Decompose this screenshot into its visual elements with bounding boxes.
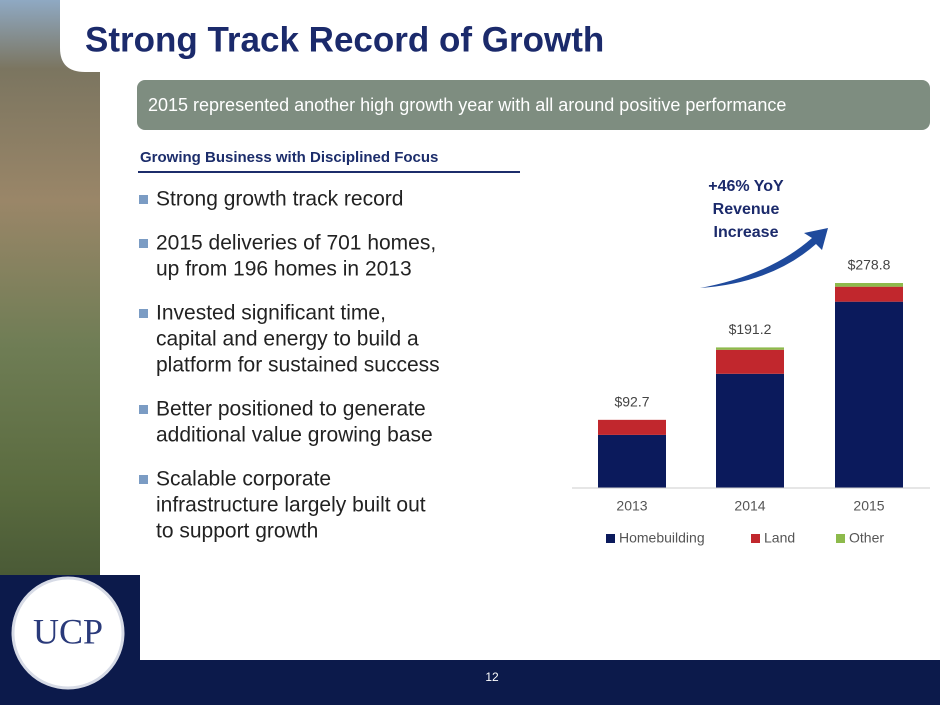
bullet-text: capital and energy to build a <box>156 328 419 351</box>
section-heading: Growing Business with Disciplined Focus <box>140 149 438 166</box>
bullet-text: up from 196 homes in 2013 <box>156 258 412 281</box>
total-label: $92.7 <box>614 394 649 410</box>
bullet-text: Strong growth track record <box>156 188 403 211</box>
legend-label: Land <box>764 530 795 546</box>
bullet-text: Scalable corporate <box>156 468 331 491</box>
legend-label: Other <box>849 530 884 546</box>
logo-text: UCP <box>33 611 103 651</box>
bullet-square <box>139 475 148 484</box>
title-box <box>60 0 940 72</box>
bullet-text: Better positioned to generate <box>156 398 426 421</box>
annotation: Revenue <box>713 201 780 218</box>
total-label: $278.8 <box>848 257 891 273</box>
bullet-square <box>139 405 148 414</box>
bar-segment <box>835 286 903 302</box>
footer-band <box>0 660 940 705</box>
bullet-text: to support growth <box>156 520 318 543</box>
bar-segment <box>716 373 784 488</box>
x-tick-label: 2014 <box>734 498 765 514</box>
page-number: 12 <box>485 670 499 684</box>
banner-text: 2015 represented another high growth yea… <box>148 95 786 115</box>
bar-segment <box>835 301 903 488</box>
bar-segment <box>598 434 666 488</box>
bullet-text: additional value growing base <box>156 424 433 447</box>
bar-segment <box>598 419 666 435</box>
bullet-square <box>139 239 148 248</box>
bullet-text: infrastructure largely built out <box>156 494 426 517</box>
legend-swatch <box>606 534 615 543</box>
legend-swatch <box>836 534 845 543</box>
chart: $92.7 2013 $191.2 2014 $278.8 2015 Homebuildin… <box>572 178 930 546</box>
total-label: $191.2 <box>729 321 772 337</box>
x-tick-label: 2013 <box>616 498 647 514</box>
bullet-text: Invested significant time, <box>156 302 386 325</box>
bar-segment <box>835 283 903 287</box>
bar-segment <box>716 347 784 350</box>
logo-circle <box>11 576 125 690</box>
annotation: +46% YoY <box>708 178 784 195</box>
bullet-square <box>139 309 148 318</box>
banner-box <box>137 80 930 130</box>
bullet-list: Strong growth track record 2015 deliverie… <box>139 188 440 543</box>
bullet-square <box>139 195 148 204</box>
growth-arrow <box>700 228 828 288</box>
bullet-text: 2015 deliveries of 701 homes, <box>156 232 436 255</box>
x-tick-label: 2015 <box>853 498 884 514</box>
legend-swatch <box>751 534 760 543</box>
legend-label: Homebuilding <box>619 530 705 546</box>
slide-title: Strong Track Record of Growth <box>85 20 604 59</box>
bar-segment <box>716 349 784 374</box>
bullet-text: platform for sustained success <box>156 354 440 377</box>
annotation: Increase <box>714 224 779 241</box>
aerial-photo <box>0 0 100 575</box>
